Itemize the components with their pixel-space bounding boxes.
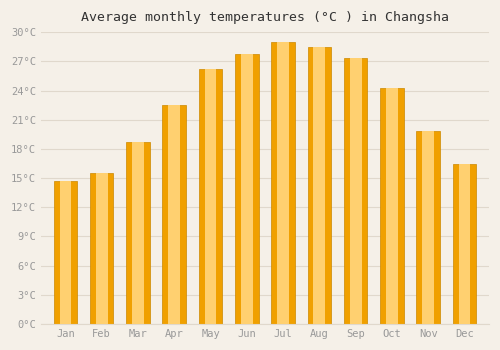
Bar	[416, 132, 440, 324]
Bar	[272, 42, 295, 324]
Bar	[132, 142, 144, 324]
Bar	[350, 58, 362, 324]
Bar	[241, 54, 252, 324]
Bar	[386, 88, 398, 324]
Bar	[344, 58, 368, 324]
Bar	[422, 132, 434, 324]
Bar	[380, 88, 404, 324]
Bar	[458, 163, 470, 324]
Bar	[90, 173, 114, 324]
Bar	[204, 69, 216, 324]
Bar	[235, 54, 258, 324]
Bar	[308, 47, 331, 324]
Bar	[168, 105, 180, 324]
Bar	[96, 173, 108, 324]
Bar	[314, 47, 325, 324]
Bar	[277, 42, 289, 324]
Bar	[162, 105, 186, 324]
Title: Average monthly temperatures (°C ) in Changsha: Average monthly temperatures (°C ) in Ch…	[81, 11, 449, 24]
Bar	[198, 69, 222, 324]
Bar	[126, 142, 150, 324]
Bar	[452, 163, 476, 324]
Bar	[60, 181, 72, 324]
Bar	[54, 181, 77, 324]
